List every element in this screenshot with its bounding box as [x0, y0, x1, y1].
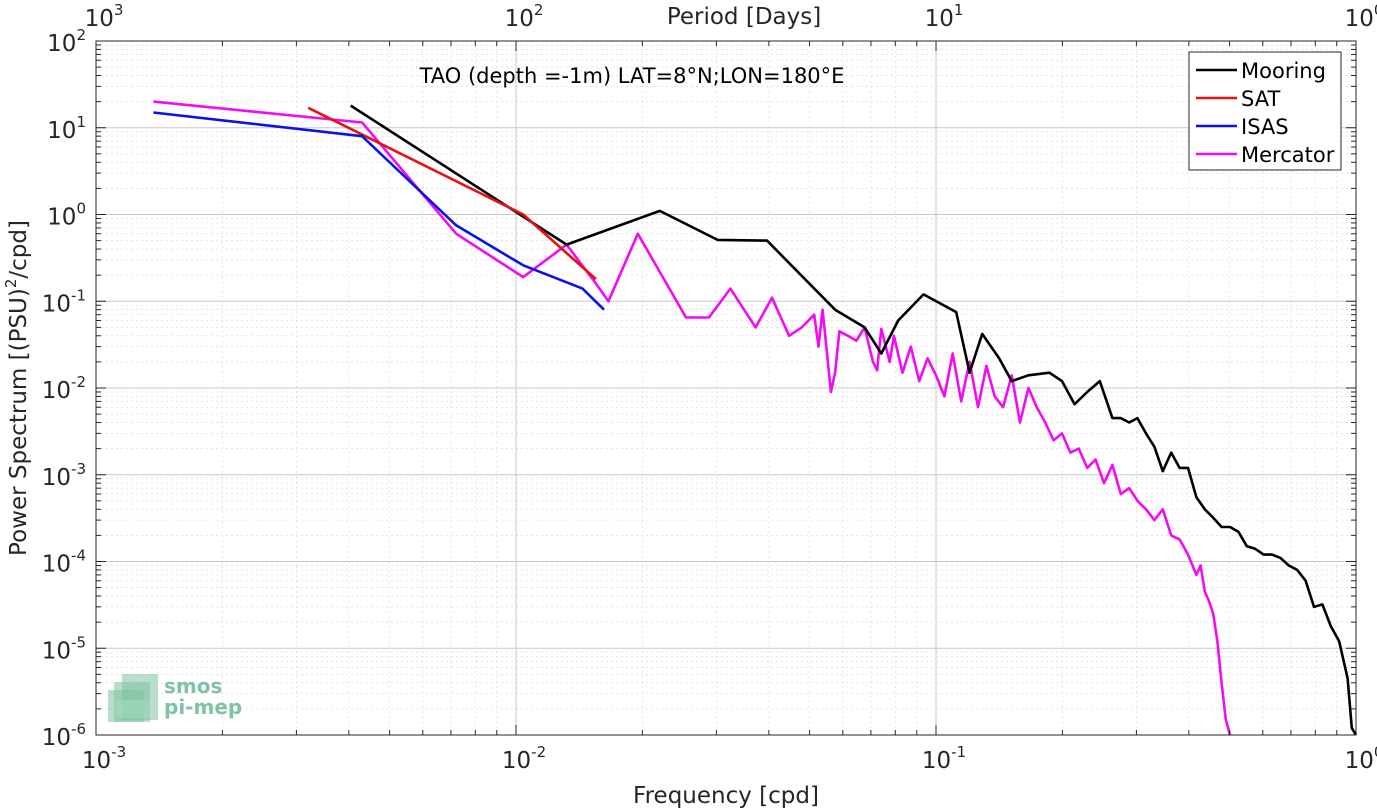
y-tick-label-exp: -1 — [71, 286, 86, 304]
x-tick-label: 10-2 — [502, 743, 546, 774]
x-tick-label-base: 10 — [922, 748, 951, 774]
x-tick-label: 100 — [1345, 743, 1377, 774]
y-tick-label-exp: 1 — [76, 113, 86, 131]
logo-text-line1: smos — [164, 674, 222, 698]
x-tick-label-exp: 0 — [1374, 743, 1377, 761]
y-tick-label-base: 10 — [42, 638, 71, 664]
tick-labels: 10-310-210-110010310210110010210110010-1… — [42, 1, 1377, 774]
x-tick-label: 10-3 — [82, 743, 126, 774]
top-tick-label-exp: 1 — [954, 1, 964, 19]
legend: Mooring SAT ISAS Mercator — [1188, 51, 1342, 171]
y-tick-label-base: 10 — [42, 552, 71, 578]
top-tick-label-base: 10 — [505, 6, 534, 32]
series-line-isas — [153, 111, 605, 311]
top-tick-label: 103 — [85, 1, 124, 32]
x-tick-label: 10-1 — [922, 743, 966, 774]
smos-pi-mep-logo: smos pi-mep — [108, 674, 242, 722]
series-line-mooring — [349, 104, 1358, 736]
y-tick-label: 10-6 — [42, 720, 86, 751]
series-lines — [153, 100, 1358, 736]
y-tick-label-base: 10 — [42, 725, 71, 751]
x-tick-label-exp: -3 — [111, 743, 126, 761]
y-tick-label: 10-1 — [42, 286, 86, 317]
y-tick-label: 10-3 — [42, 460, 86, 491]
legend-box — [1188, 51, 1342, 171]
y-tick-label-base: 10 — [47, 31, 76, 57]
legend-label-sat: SAT — [1241, 87, 1280, 111]
series-line-sat — [307, 106, 597, 281]
y-tick-label-base: 10 — [42, 291, 71, 317]
y-tick-label: 10-4 — [42, 547, 86, 578]
x-axis-label: Frequency [cpd] — [633, 783, 819, 809]
y-tick-label-exp: -3 — [71, 460, 86, 478]
x-tick-label-exp: -1 — [951, 743, 966, 761]
y-tick-label-exp: -6 — [71, 720, 86, 738]
top-tick-label-exp: 2 — [534, 1, 544, 19]
series-line-mercator — [153, 100, 1232, 736]
top-tick-label-base: 10 — [925, 6, 954, 32]
top-tick-label-base: 10 — [1345, 6, 1374, 32]
y-tick-label-base: 10 — [42, 378, 71, 404]
y-tick-label-base: 10 — [42, 465, 71, 491]
top-tick-label-exp: 0 — [1374, 1, 1377, 19]
top-tick-label: 102 — [505, 1, 544, 32]
y-tick-label-exp: 0 — [76, 200, 86, 218]
y-axis-label-sup: 2 — [2, 279, 20, 289]
axis-ticks — [95, 40, 1357, 736]
top-x-axis-label: Period [Days] — [667, 4, 821, 30]
y-tick-label: 102 — [47, 26, 86, 57]
y-axis-label: Power Spectrum [(PSU)2/cpd] — [2, 220, 32, 556]
y-tick-label-base: 10 — [47, 118, 76, 144]
y-tick-label-base: 10 — [47, 205, 76, 231]
y-tick-label-exp: 2 — [76, 26, 86, 44]
y-tick-label: 101 — [47, 113, 86, 144]
y-tick-label: 10-5 — [42, 633, 86, 664]
x-tick-label-base: 10 — [502, 748, 531, 774]
y-tick-label-exp: -5 — [71, 633, 86, 651]
top-tick-label: 100 — [1345, 1, 1377, 32]
legend-label-mercator: Mercator — [1241, 143, 1335, 167]
y-tick-label-exp: -2 — [71, 373, 86, 391]
chart-annotation: TAO (depth =-1m) LAT=8°N;LON=180°E — [419, 64, 845, 88]
legend-label-isas: ISAS — [1241, 115, 1289, 139]
y-axis-label-tail: /cpd] — [6, 220, 32, 279]
legend-label-mooring: Mooring — [1241, 59, 1326, 83]
x-tick-label-base: 10 — [1345, 748, 1374, 774]
top-tick-label-exp: 3 — [114, 1, 124, 19]
top-tick-label-base: 10 — [85, 6, 114, 32]
x-tick-label-base: 10 — [82, 748, 111, 774]
x-tick-label-exp: -2 — [531, 743, 546, 761]
y-axis-label-base: Power Spectrum [(PSU) — [6, 288, 32, 556]
y-tick-label: 100 — [47, 200, 86, 231]
logo-mark-icon — [108, 674, 158, 722]
logo-text-line2: pi-mep — [164, 695, 242, 719]
y-tick-label: 10-2 — [42, 373, 86, 404]
top-tick-label: 101 — [925, 1, 964, 32]
y-tick-label-exp: -4 — [71, 547, 86, 565]
